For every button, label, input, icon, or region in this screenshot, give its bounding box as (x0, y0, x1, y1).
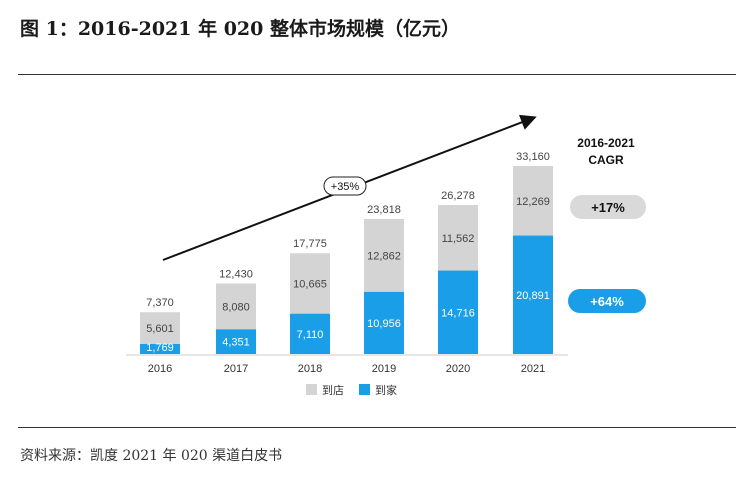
legend-label-home: 到家 (375, 383, 397, 397)
x-tick-2020: 2020 (446, 363, 470, 375)
top-rule (18, 74, 736, 75)
label-total-2019: 23,818 (367, 204, 401, 216)
trend-label: +35% (331, 181, 360, 193)
label-total-2018: 17,775 (293, 238, 327, 250)
cagr-home-pill (568, 289, 646, 313)
bar-store-2021 (513, 166, 553, 236)
bar-store-2016 (140, 312, 180, 344)
bar-store-2019 (364, 218, 404, 292)
label-home-2019: 10,956 (367, 318, 401, 330)
label-store-2018: 10,665 (293, 278, 327, 290)
cagr-store-pill (570, 195, 646, 219)
x-tick-2021: 2021 (521, 363, 545, 375)
label-home-2017: 4,351 (222, 337, 250, 349)
bar-home-2021 (513, 235, 553, 354)
label-store-2016: 5,601 (146, 323, 174, 335)
label-store-2017: 8,080 (222, 301, 250, 313)
bar-store-2018 (290, 253, 330, 314)
cagr-home-value: +64% (590, 294, 624, 309)
bar-home-2017 (216, 329, 256, 354)
label-total-2017: 12,430 (219, 269, 253, 281)
label-total-2016: 7,370 (146, 297, 174, 309)
x-tick-2016: 2016 (148, 363, 172, 375)
legend-swatch-home (359, 384, 370, 395)
bottom-rule (18, 427, 736, 428)
label-store-2021: 12,269 (516, 196, 550, 208)
label-total-2020: 26,278 (441, 190, 475, 202)
bar-home-2016 (140, 343, 180, 354)
x-tick-2018: 2018 (298, 363, 322, 375)
label-store-2020: 11,562 (442, 233, 475, 245)
x-tick-2017: 2017 (224, 363, 248, 375)
bar-store-2017 (216, 283, 256, 330)
x-tick-2019: 2019 (372, 363, 396, 375)
label-home-2016: 1,769 (146, 342, 174, 354)
label-home-2021: 20,891 (516, 290, 550, 302)
label-home-2020: 14,716 (441, 307, 475, 319)
bar-home-2019 (364, 291, 404, 354)
label-total-2021: 33,160 (516, 151, 550, 163)
bar-store-2020 (438, 205, 478, 271)
legend-swatch-store (306, 384, 317, 395)
bar-home-2018 (290, 313, 330, 354)
bar-home-2020 (438, 270, 478, 354)
cagr-store-value: +17% (591, 200, 625, 215)
trend-badge (323, 176, 367, 196)
label-store-2019: 12,862 (367, 250, 401, 262)
cagr-title-line1: 2016-2021 (577, 136, 635, 150)
source-note: 资料来源：凯度 2021 年 020 渠道白皮书 (20, 448, 283, 464)
cagr-title-line2: CAGR (588, 153, 624, 167)
figure-title: 图 1：2016-2021 年 020 整体市场规模（亿元） (20, 18, 460, 40)
label-home-2018: 7,110 (297, 329, 324, 341)
legend-label-store: 到店 (322, 383, 344, 397)
